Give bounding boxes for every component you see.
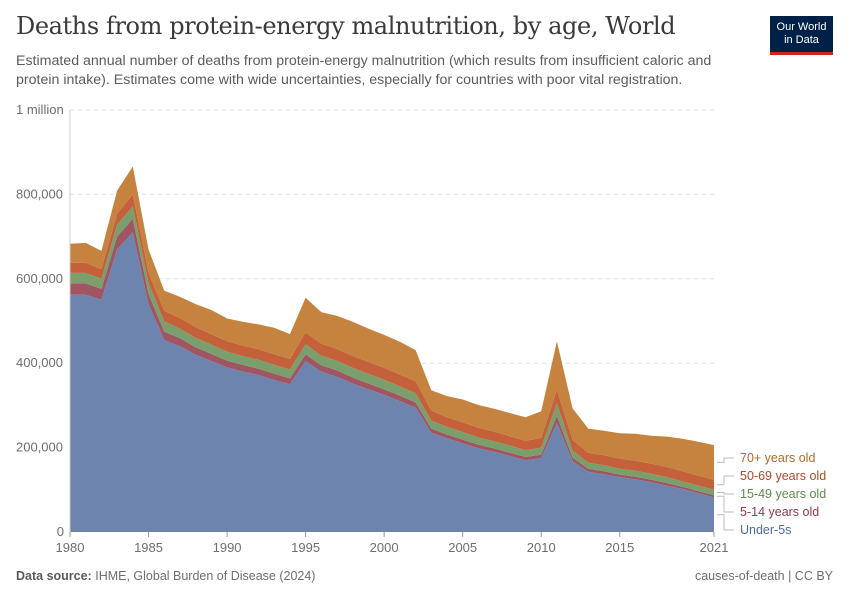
area-5-14-years-old[interactable] <box>70 218 714 498</box>
legend-connector <box>717 475 734 486</box>
legend-label-50-69-years-old[interactable]: 50-69 years old <box>740 469 826 483</box>
x-tick-label: 2021 <box>700 540 729 555</box>
data-source-link[interactable]: IHME, Global Burden of Disease (2024) <box>95 569 316 583</box>
x-tick-label: 2015 <box>605 540 634 555</box>
legend-connector <box>717 492 734 495</box>
chart-title: Deaths from protein-energy malnutrition,… <box>16 12 676 40</box>
x-axis: 1980 1985 1990 1995 2000 2005 2010 2015 2021 <box>56 110 729 555</box>
logo-line-2: in Data <box>784 34 819 46</box>
owid-logo[interactable]: Our World in Data <box>770 16 833 55</box>
y-tick-label: 600,000 <box>16 271 63 286</box>
x-tick-label: 1980 <box>56 540 85 555</box>
data-source-label: Data source: <box>16 569 92 583</box>
legend-label-70-years-old[interactable]: 70+ years old <box>740 451 815 465</box>
y-axis-ticks: 0 200,000 400,000 600,000 800,000 1 million <box>16 102 64 539</box>
y-tick-label: 400,000 <box>16 355 63 370</box>
y-tick-label: 0 <box>57 524 64 539</box>
legend-connector <box>717 495 734 513</box>
area-15-49-years-old[interactable] <box>70 206 714 496</box>
legend-connector <box>717 457 734 463</box>
area-layers <box>70 166 714 532</box>
y-tick-label: 800,000 <box>16 186 63 201</box>
legend-connector <box>717 514 734 531</box>
area-70-years-old[interactable] <box>70 166 714 480</box>
x-tick-label: 2010 <box>527 540 556 555</box>
x-tick-label: 2005 <box>448 540 477 555</box>
legend-label-15-49-years-old[interactable]: 15-49 years old <box>740 487 826 501</box>
x-tick-label: 1995 <box>291 540 320 555</box>
legend: 70+ years old 50-69 years old 15-49 years … <box>717 451 826 537</box>
y-tick-label: 200,000 <box>16 440 63 455</box>
logo-line-1: Our World <box>776 21 827 33</box>
chart-subtitle: Estimated annual number of deaths from p… <box>16 53 712 88</box>
data-source: Data source: IHME, Global Burden of Dise… <box>16 569 315 583</box>
license-info[interactable]: causes-of-death | CC BY <box>694 569 833 583</box>
area-under-5s[interactable] <box>70 232 714 532</box>
x-tick-label: 1990 <box>213 540 242 555</box>
legend-label-5-14-years-old[interactable]: 5-14 years old <box>740 505 819 519</box>
x-tick-label: 2000 <box>370 540 399 555</box>
stacked-area-chart: 0 200,000 400,000 600,000 800,000 1 million 1… <box>16 102 826 555</box>
legend-label-under-5s[interactable]: Under-5s <box>740 523 791 537</box>
x-tick-label: 1985 <box>134 540 163 555</box>
y-tick-label: 1 million <box>16 102 64 117</box>
